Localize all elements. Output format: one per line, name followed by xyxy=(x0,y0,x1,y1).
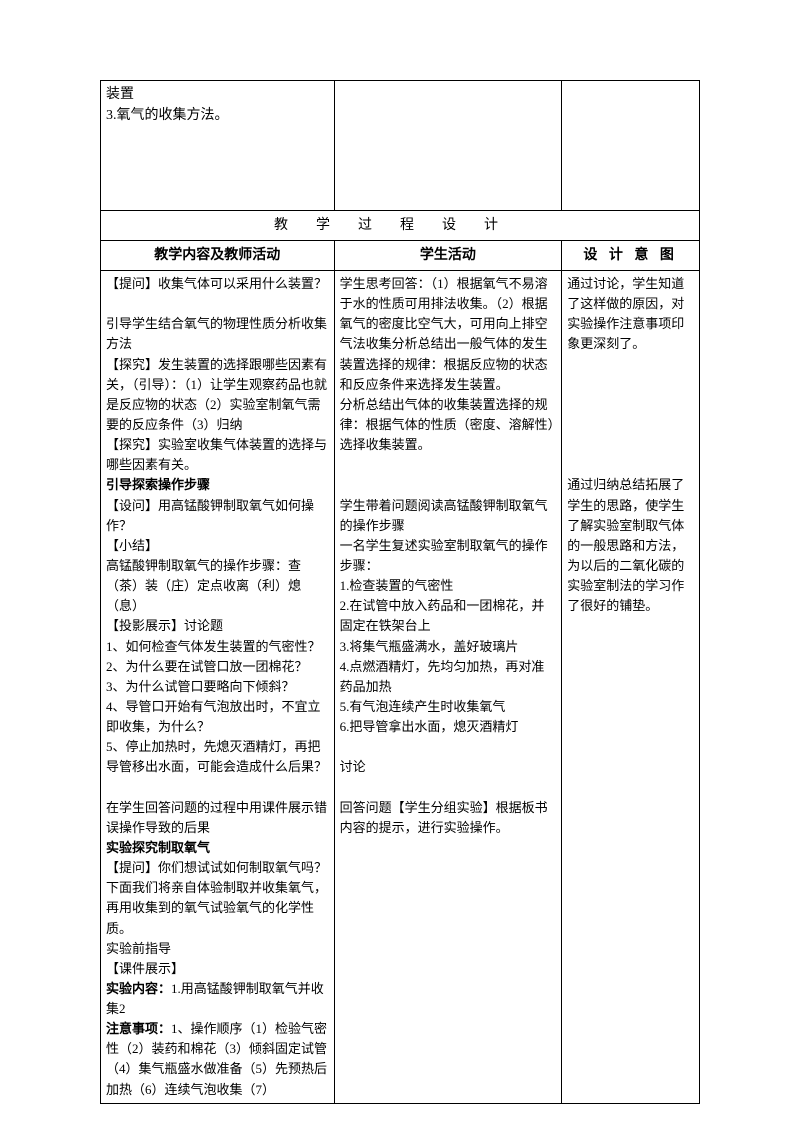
content-row: 【提问】收集气体可以采用什么装置？ 引导学生结合氧气的物理性质分析收集方法【探究… xyxy=(101,271,700,1104)
content-line xyxy=(340,455,557,475)
content-line xyxy=(106,294,329,314)
content-line: 通过讨论，学生知道了这样做的原因，对实验操作注意事项印象更深刻了。 xyxy=(567,274,694,355)
content-line: 回答问题【学生分组实验】根据板书内容的提示，进行实验操作。 xyxy=(340,798,557,838)
content-line xyxy=(567,455,694,475)
subheader-col3: 设 计 意 图 xyxy=(562,241,700,271)
content-line: 实验探究制取氧气 xyxy=(106,838,329,858)
section-header-row: 教学过程设计 xyxy=(101,211,700,241)
content-line: 学生带着问题阅读高锰酸钾制取氧气的操作步骤 xyxy=(340,496,557,536)
content-line: 【探究】实验室收集气体装置的选择与哪些因素有关。 xyxy=(106,435,329,475)
content-line: 2.在试管中放入药品和一团棉花，并固定在铁架台上 xyxy=(340,596,557,636)
content-line: 通过归纳总结拓展了学生的思路，使学生了解实验室制取气体的一般思路和方法，为以后的… xyxy=(567,475,694,616)
content-line: 4、导管口开始有气泡放出时，不宜立即收集，为什么？ xyxy=(106,697,329,737)
section-header: 教学过程设计 xyxy=(101,211,700,241)
content-line: 引导学生结合氧气的物理性质分析收集方法 xyxy=(106,314,329,354)
content-col1: 【提问】收集气体可以采用什么装置？ 引导学生结合氧气的物理性质分析收集方法【探究… xyxy=(101,271,335,1104)
content-line xyxy=(340,475,557,495)
content-line: 5.有气泡连续产生时收集氧气 xyxy=(340,697,557,717)
subheader-col2: 学生活动 xyxy=(334,241,562,271)
content-line: 1.检查装置的气密性 xyxy=(340,576,557,596)
content-line: 1、如何检查气体发生装置的气密性？ xyxy=(106,637,329,657)
content-line: 【提问】收集气体可以采用什么装置？ xyxy=(106,274,329,294)
content-line: 在学生回答问题的过程中用课件展示错误操作导致的后果 xyxy=(106,798,329,838)
content-line: 3.将集气瓶盛满水，盖好玻璃片 xyxy=(340,637,557,657)
content-line: 6.把导管拿出水面，熄灭酒精灯 xyxy=(340,717,557,737)
content-col3: 通过讨论，学生知道了这样做的原因，对实验操作注意事项印象更深刻了。 通过归纳总结… xyxy=(562,271,700,1104)
top-cell-1: 装置3.氧气的收集方法。 xyxy=(101,81,335,211)
content-line: 实验内容：1.用高锰酸钾制取氧气并收集2 xyxy=(106,979,329,1019)
content-col2: 学生思考回答：（1）根据氧气不易溶于水的性质可用排法收集。（2）根据氧气的密度比… xyxy=(334,271,562,1104)
subheader-col1: 教学内容及教师活动 xyxy=(101,241,335,271)
top-cell-2 xyxy=(334,81,562,211)
content-line: 引导探索操作步骤 xyxy=(106,475,329,495)
content-line xyxy=(567,395,694,415)
content-line xyxy=(106,778,329,798)
content-line xyxy=(340,778,557,798)
content-line: 注意事项：1、操作顺序（1）检验气密性（2）装药和棉花（3）倾斜固定试管（4）集… xyxy=(106,1019,329,1100)
content-line: 讨论 xyxy=(340,757,557,777)
content-line: 【探究】发生装置的选择跟哪些因素有关，（引导）：（1）让学生观察药品也就是反应物… xyxy=(106,355,329,436)
content-line xyxy=(340,737,557,757)
content-line xyxy=(567,435,694,455)
content-line: 高锰酸钾制取氧气的操作步骤：查（茶）装（庄）定点收离（利）熄（息） xyxy=(106,556,329,616)
content-line xyxy=(567,415,694,435)
content-line: 4.点燃酒精灯，先均匀加热，再对准药品加热 xyxy=(340,657,557,697)
content-line: 一名学生复述实验室制取氧气的操作步骤： xyxy=(340,536,557,576)
content-line: 【小结】 xyxy=(106,536,329,556)
content-line: 学生思考回答：（1）根据氧气不易溶于水的性质可用排法收集。（2）根据氧气的密度比… xyxy=(340,274,557,395)
content-line: 2、为什么要在试管口放一团棉花？ xyxy=(106,657,329,677)
document-page: 装置3.氧气的收集方法。 教学过程设计 教学内容及教师活动 学生活动 设 计 意… xyxy=(0,0,800,1144)
content-line: 【课件展示】 xyxy=(106,959,329,979)
content-line: 5、停止加热时，先熄灭酒精灯，再把导管移出水面，可能会造成什么后果？ xyxy=(106,737,329,777)
content-line: 【投影展示】讨论题 xyxy=(106,616,329,636)
lesson-plan-table: 装置3.氧气的收集方法。 教学过程设计 教学内容及教师活动 学生活动 设 计 意… xyxy=(100,80,700,1104)
content-line: 分析总结出气体的收集装置选择的规律：根据气体的性质（密度、溶解性）选择收集装置。 xyxy=(340,395,557,455)
subheader-row: 教学内容及教师活动 学生活动 设 计 意 图 xyxy=(101,241,700,271)
content-line: 【提问】你们想试试如何制取氧气吗？下面我们将亲自体验制取并收集氧气，再用收集到的… xyxy=(106,858,329,939)
content-line: 3、为什么试管口要略向下倾斜？ xyxy=(106,677,329,697)
top-row: 装置3.氧气的收集方法。 xyxy=(101,81,700,211)
content-line: 实验前指导 xyxy=(106,939,329,959)
content-line xyxy=(567,375,694,395)
content-line: 【设问】用高锰酸钾制取氧气如何操作？ xyxy=(106,496,329,536)
content-line xyxy=(567,355,694,375)
top-cell-3 xyxy=(562,81,700,211)
